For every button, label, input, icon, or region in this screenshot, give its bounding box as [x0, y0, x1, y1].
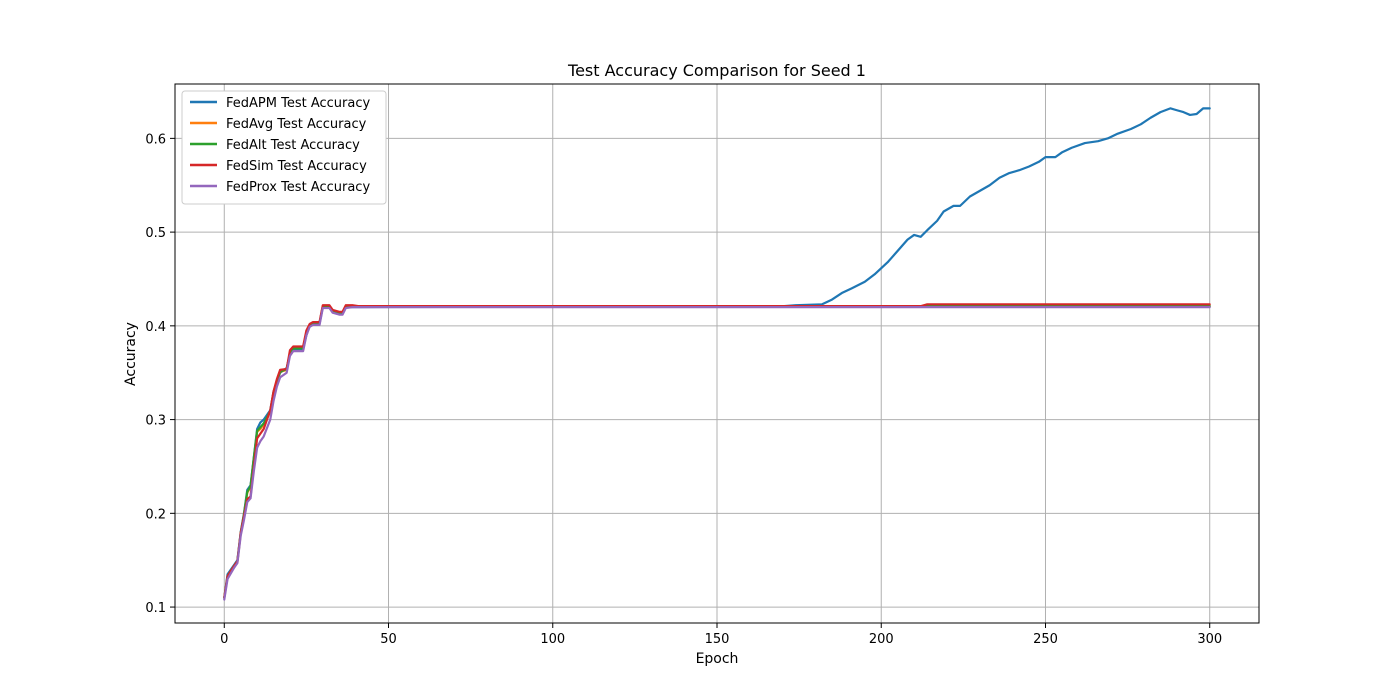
- x-axis-ticks: 0 50 100 150 200 250 300: [220, 623, 1222, 647]
- legend-label: FedAPM Test Accuracy: [226, 96, 370, 111]
- y-tick-label: 0.1: [145, 601, 166, 616]
- y-tick-label: 0.5: [145, 226, 166, 241]
- legend: FedAPM Test Accuracy FedAvg Test Accuracy…: [181, 90, 387, 205]
- y-tick-label: 0.2: [145, 507, 166, 522]
- x-tick-label: 150: [705, 632, 730, 647]
- x-tick-label: 0: [220, 632, 228, 647]
- legend-label: FedAvg Test Accuracy: [226, 117, 367, 132]
- legend-box: [181, 90, 387, 205]
- y-tick-label: 0.6: [145, 132, 166, 147]
- x-axis-title: Epoch: [696, 651, 739, 667]
- x-tick-label: 100: [540, 632, 565, 647]
- series-lines: [223, 107, 1211, 601]
- y-axis-ticks: 0.1 0.2 0.3 0.4 0.5 0.6: [145, 132, 175, 616]
- x-tick-label: 300: [1197, 632, 1222, 647]
- legend-label: FedSim Test Accuracy: [226, 159, 367, 174]
- y-tick-label: 0.4: [145, 320, 166, 335]
- grid-lines: [175, 84, 1259, 623]
- chart-title: Test Accuracy Comparison for Seed 1: [567, 61, 866, 80]
- x-tick-label: 200: [869, 632, 894, 647]
- y-axis-title: Accuracy: [123, 322, 139, 386]
- y-tick-label: 0.3: [145, 414, 166, 429]
- legend-label: FedAlt Test Accuracy: [226, 138, 360, 153]
- x-tick-label: 50: [380, 632, 397, 647]
- x-tick-label: 250: [1033, 632, 1058, 647]
- legend-label: FedProx Test Accuracy: [226, 180, 370, 195]
- series-line-5: [223, 306, 1211, 601]
